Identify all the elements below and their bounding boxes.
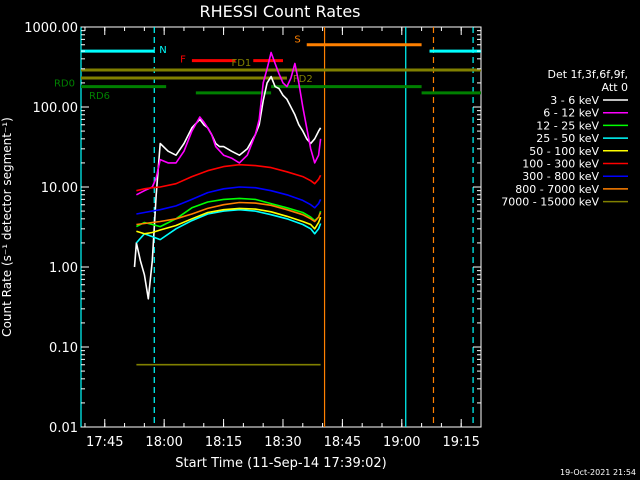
legend-entry-label: 6 - 12 keV	[543, 107, 599, 120]
x-tick-label: 18:00	[145, 435, 182, 450]
series-line-5	[136, 163, 322, 192]
y-tick-label: 10.00	[41, 181, 78, 196]
legend-entry-label: 7000 - 15000 keV	[501, 196, 599, 209]
series-line-2	[136, 197, 322, 228]
flag-bars-layer: N F S FD1 FD2 RD0 RD6	[54, 35, 481, 102]
legend-entry-label: 300 - 800 keV	[522, 170, 599, 183]
y-tick-label: 0.01	[49, 421, 78, 436]
y-tick-label: 1000.00	[24, 21, 78, 36]
series-line-6	[136, 186, 322, 215]
legend-entry-label: 25 - 50 keV	[536, 132, 599, 145]
legend-entry-label: 100 - 300 keV	[522, 158, 599, 171]
series-line-0	[133, 75, 322, 300]
x-tick-label: 18:45	[324, 435, 361, 450]
legend-entry-label: 3 - 6 keV	[550, 94, 599, 107]
legend-entry-label: 50 - 100 keV	[529, 145, 599, 158]
legend-header-attenuator: Att 0	[602, 81, 628, 94]
x-tick-label: 19:00	[383, 435, 420, 450]
x-tick-label: 18:15	[205, 435, 242, 450]
ticks-layer: 17:45 18:00 18:15 18:30 18:45 19:00 19:15 1000.…	[24, 21, 481, 450]
flag-label-s: S	[294, 35, 300, 46]
legend-entry-label: 12 - 25 keV	[536, 119, 599, 132]
flag-label-rd0: RD0	[54, 79, 75, 90]
flag-label-fd2: FD2	[293, 74, 313, 85]
flag-label-f: F	[180, 55, 186, 66]
footer-date: 19-Oct-2021 21:54	[560, 468, 636, 477]
y-tick-label: 0.10	[49, 341, 78, 356]
chart-title: RHESSI Count Rates	[200, 2, 361, 21]
x-tick-label: 19:15	[442, 435, 479, 450]
x-tick-label: 17:45	[86, 435, 123, 450]
y-tick-label: 1.00	[49, 261, 78, 276]
series-layer	[133, 51, 322, 366]
series-line-4	[136, 207, 322, 235]
legend-entry-label: 800 - 7000 keV	[515, 183, 599, 196]
series-line-7	[136, 201, 322, 226]
y-tick-label: 100.00	[33, 101, 79, 116]
x-axis-title: Start Time (11-Sep-14 17:39:02)	[175, 456, 386, 471]
flag-label-fd1: FD1	[231, 58, 251, 69]
series-line-1	[136, 51, 322, 196]
legend-header-detectors: Det 1f,3f,6f,9f,	[547, 68, 628, 81]
flag-label-n: N	[159, 45, 166, 56]
flag-label-rd6: RD6	[89, 91, 110, 102]
y-axis-title: Count Rate (s⁻¹ detector segment⁻¹)	[0, 117, 14, 337]
series-line-3	[135, 208, 322, 244]
x-tick-label: 18:30	[264, 435, 301, 450]
